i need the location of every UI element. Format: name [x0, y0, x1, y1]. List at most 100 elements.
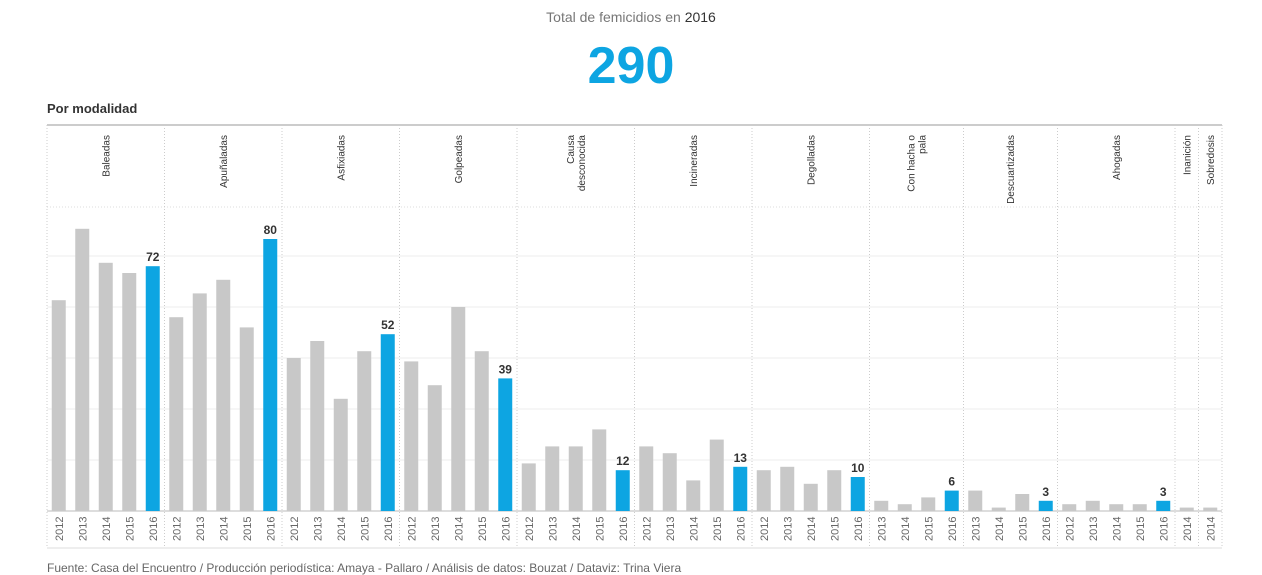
data-label: 72: [146, 250, 160, 264]
tick-label: 2015: [923, 517, 935, 541]
group-label-line: Apuñaladas: [219, 135, 230, 188]
tick-label: 2016: [735, 517, 747, 541]
tick-label: 2014: [900, 517, 912, 541]
group-label: Golpeadas: [454, 135, 465, 183]
tick-label: 2016: [1041, 517, 1053, 541]
tick-label: 2013: [876, 517, 888, 541]
bar: [1179, 507, 1194, 511]
tick-label: 2015: [829, 517, 841, 541]
tick-label: 2014: [218, 517, 230, 541]
bar: [733, 466, 748, 511]
tick-label: 2013: [195, 517, 207, 541]
bar: [98, 262, 113, 511]
group-label: Asfixiadas: [336, 135, 347, 181]
bar: [921, 497, 936, 511]
tick-label: 2016: [1158, 517, 1170, 541]
bar: [803, 483, 818, 511]
tick-label: 2012: [406, 517, 418, 541]
bar: [474, 351, 489, 511]
bar: [709, 439, 724, 511]
group-label-line: Degolladas: [806, 135, 817, 185]
bar: [780, 466, 795, 511]
data-label: 80: [264, 223, 278, 237]
tick-label: 2014: [336, 517, 348, 541]
tick-label: 2012: [171, 517, 183, 541]
bar: [333, 398, 348, 511]
data-label: 3: [1042, 485, 1049, 499]
tick-label: 2015: [712, 517, 724, 541]
tick-label: 2016: [618, 517, 630, 541]
group-label: Degolladas: [806, 135, 817, 185]
data-label: 12: [616, 454, 630, 468]
tick-label: 2013: [547, 517, 559, 541]
bar: [991, 507, 1006, 511]
chart-subtitle: Total de femicidios en 2016: [0, 9, 1262, 25]
tick-label: 2012: [641, 517, 653, 541]
bar: [239, 327, 254, 511]
group-label-line: Inanición: [1182, 135, 1193, 175]
bar: [263, 239, 278, 511]
tick-label: 2013: [1088, 517, 1100, 541]
tick-label: 2014: [453, 517, 465, 541]
tick-label: 2012: [759, 517, 771, 541]
tick-label: 2016: [853, 517, 865, 541]
bar: [286, 358, 301, 511]
tick-label: 2014: [101, 517, 113, 541]
bar: [686, 480, 701, 511]
bar: [874, 500, 889, 511]
tick-label: 2015: [1017, 517, 1029, 541]
bar: [1038, 500, 1053, 511]
tick-label: 2014: [1182, 517, 1194, 541]
tick-label: 2014: [994, 517, 1006, 541]
bar: [451, 307, 466, 511]
bar: [357, 351, 372, 511]
group-label: Incineradas: [689, 135, 700, 187]
group-label-line: Descuartizadas: [1006, 135, 1017, 204]
bar: [1109, 504, 1124, 511]
tick-label: 2015: [124, 517, 136, 541]
section-title: Por modalidad: [47, 101, 138, 116]
tick-label: 2014: [806, 517, 818, 541]
group-label-line: Incineradas: [689, 135, 700, 187]
bar: [1156, 500, 1171, 511]
tick-label: 2015: [242, 517, 254, 541]
tick-label: 2013: [312, 517, 324, 541]
tick-label: 2016: [265, 517, 277, 541]
tick-label: 2012: [54, 517, 66, 541]
tick-label: 2013: [430, 517, 442, 541]
tick-label: 2013: [77, 517, 89, 541]
bar: [310, 341, 325, 511]
tick-label: 2015: [359, 517, 371, 541]
bar: [380, 334, 395, 511]
bar: [498, 378, 513, 511]
bar: [145, 266, 160, 511]
bar: [592, 429, 607, 511]
group-label-line: Golpeadas: [454, 135, 465, 183]
group-label-line: Asfixiadas: [336, 135, 347, 181]
group-label-line: Sobredosis: [1206, 135, 1217, 185]
data-label: 6: [948, 475, 955, 489]
data-label: 10: [851, 461, 865, 475]
tick-label: 2016: [383, 517, 395, 541]
data-label: 3: [1160, 485, 1167, 499]
group-label-line: pala: [918, 135, 929, 154]
tick-label: 2016: [947, 517, 959, 541]
tick-label: 2015: [477, 517, 489, 541]
tick-label: 2014: [1205, 517, 1217, 541]
bar: [1085, 500, 1100, 511]
tick-label: 2016: [500, 517, 512, 541]
bar: [827, 470, 842, 511]
bar: [216, 279, 231, 511]
bar: [968, 490, 983, 511]
group-label: Causadesconocida: [566, 135, 588, 192]
bar: [897, 504, 912, 511]
bar: [850, 477, 865, 511]
group-label: Ahogadas: [1112, 135, 1123, 180]
bar: [122, 273, 137, 511]
group-label-line: Baleadas: [101, 135, 112, 177]
bar: [944, 490, 959, 511]
tick-label: 2012: [524, 517, 536, 541]
bar: [1062, 504, 1077, 511]
bar: [169, 317, 184, 511]
tick-label: 2013: [782, 517, 794, 541]
